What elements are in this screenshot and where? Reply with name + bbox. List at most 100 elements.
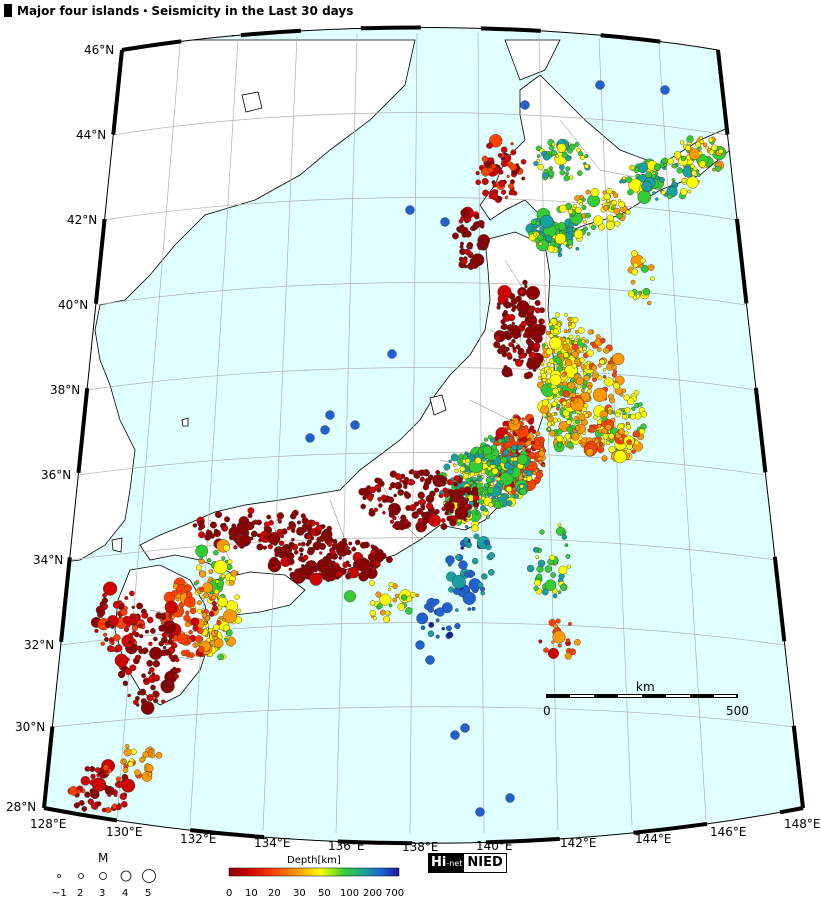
earthquake-marker <box>415 593 420 598</box>
earthquake-marker <box>600 438 606 444</box>
earthquake-marker <box>443 463 451 471</box>
earthquake-marker <box>442 487 449 494</box>
earthquake-marker <box>377 603 383 609</box>
earthquake-marker <box>561 534 567 540</box>
earthquake-marker <box>606 188 613 195</box>
earthquake-marker <box>229 580 235 586</box>
earthquake-marker <box>448 459 452 463</box>
earthquake-marker <box>385 610 391 616</box>
earthquake-marker <box>256 543 264 551</box>
earthquake-marker <box>543 647 549 654</box>
earthquake-marker <box>326 541 333 547</box>
earthquake-marker <box>520 320 527 328</box>
earthquake-marker <box>374 477 380 484</box>
earthquake-marker <box>514 493 520 499</box>
earthquake-marker <box>405 505 412 511</box>
earthquake-marker <box>533 546 539 553</box>
earthquake-marker <box>667 193 673 200</box>
earthquake-marker <box>219 523 226 529</box>
earthquake-marker <box>582 219 587 224</box>
earthquake-marker <box>578 440 583 444</box>
earthquake-marker <box>490 482 494 486</box>
earthquake-marker <box>189 652 195 659</box>
earthquake-marker <box>446 631 454 639</box>
earthquake-marker <box>184 621 191 628</box>
earthquake-marker <box>564 652 572 660</box>
earthquake-marker <box>134 769 141 776</box>
earthquake-marker <box>139 688 147 696</box>
earthquake-marker <box>209 533 215 539</box>
earthquake-marker <box>607 214 614 222</box>
lon-label-134: 134°E <box>254 836 291 850</box>
earthquake-marker <box>546 368 553 375</box>
earthquake-marker <box>510 142 514 146</box>
earthquake-marker <box>556 435 564 443</box>
earthquake-marker <box>524 284 528 289</box>
earthquake-marker <box>338 556 343 560</box>
scale-end-label: 500 <box>726 704 749 718</box>
earthquake-marker <box>628 290 635 298</box>
map-frame-edge-left <box>42 49 124 809</box>
earthquake-marker <box>344 590 357 603</box>
earthquake-marker <box>149 628 156 634</box>
earthquake-marker <box>127 640 132 645</box>
earthquake-marker <box>467 607 472 611</box>
lon-label-140: 140°E <box>476 839 513 853</box>
earthquake-marker <box>222 544 230 552</box>
earthquake-marker <box>298 547 304 553</box>
earthquake-marker <box>455 608 459 612</box>
earthquake-marker <box>505 486 513 493</box>
earthquake-marker <box>557 442 562 448</box>
earthquake-marker <box>327 559 333 565</box>
earthquake-marker <box>681 178 687 183</box>
earthquake-marker <box>379 552 387 560</box>
mag-label-1: ~1 <box>52 888 67 899</box>
earthquake-marker <box>209 521 217 529</box>
earthquake-marker <box>559 169 566 176</box>
earthquake-marker <box>698 150 703 156</box>
earthquake-marker <box>389 519 395 524</box>
earthquake-marker <box>473 479 477 484</box>
earthquake-marker <box>585 339 590 344</box>
earthquake-marker <box>128 632 134 638</box>
earthquake-marker <box>581 197 586 202</box>
earthquake-marker <box>521 436 528 443</box>
earthquake-marker <box>373 507 379 512</box>
earthquake-marker <box>184 584 192 592</box>
lon-label-130: 130°E <box>106 825 143 839</box>
earthquake-marker <box>521 176 526 181</box>
earthquake-marker <box>533 232 538 237</box>
earthquake-marker <box>464 525 469 529</box>
earthquake-marker <box>185 610 190 615</box>
earthquake-marker <box>597 429 603 434</box>
earthquake-marker <box>297 542 302 547</box>
earthquake-marker <box>373 560 381 567</box>
earthquake-marker <box>247 513 253 519</box>
earthquake-marker <box>459 244 464 249</box>
earthquake-marker <box>487 466 492 471</box>
depth-tick-20: 20 <box>268 888 281 899</box>
title-marker-icon <box>4 3 12 17</box>
earthquake-marker <box>460 208 470 218</box>
earthquake-marker <box>196 600 202 606</box>
earthquake-marker <box>465 477 471 483</box>
earthquake-marker <box>536 154 541 158</box>
earthquake-marker <box>102 632 108 637</box>
earthquake-marker <box>551 142 556 147</box>
earthquake-marker <box>102 592 108 598</box>
earthquake-marker <box>350 420 360 430</box>
earthquake-marker <box>491 468 499 475</box>
earthquake-marker <box>208 569 214 574</box>
earthquake-marker <box>533 586 539 592</box>
earthquake-marker <box>504 195 509 200</box>
earthquake-marker <box>497 438 503 444</box>
earthquake-marker <box>441 627 445 631</box>
earthquake-marker <box>547 245 555 253</box>
earthquake-marker <box>520 100 530 110</box>
earthquake-marker <box>115 804 122 811</box>
earthquake-marker <box>351 546 357 552</box>
earthquake-marker <box>307 520 312 525</box>
depth-legend-title: Depth[km] <box>287 855 341 866</box>
small-island <box>241 91 263 113</box>
earthquake-marker <box>464 248 471 256</box>
